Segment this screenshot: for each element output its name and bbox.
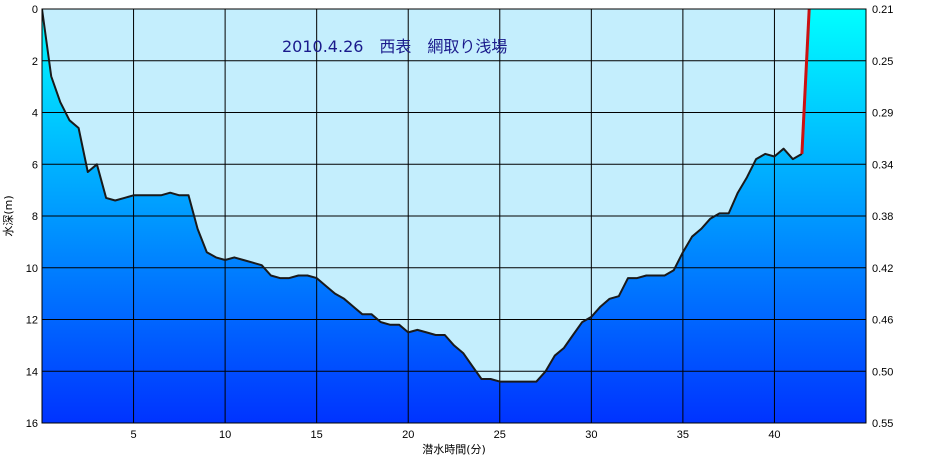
y-tick-label: 4 [32,108,38,120]
y-tick-label: 12 [26,315,38,327]
y-tick-label: 8 [32,211,38,223]
surface-area [42,9,810,382]
x-tick-label: 35 [677,429,689,441]
grid [42,9,866,423]
x-tick-label: 10 [219,429,231,441]
y2-tick-label: 0.38 [872,211,893,223]
x-tick-label: 30 [585,429,597,441]
y-tick-label: 6 [32,159,38,171]
x-tick-label: 15 [311,429,323,441]
x-tick-label: 5 [130,429,136,441]
x-tick-label: 40 [768,429,780,441]
ascent-line [800,9,811,154]
y2-tick-label: 0.34 [872,159,893,171]
y2-tick-label: 0.50 [872,366,893,378]
x-tick-label: 20 [402,429,414,441]
y2-tick-label: 0.25 [872,56,893,68]
y-tick-label: 14 [26,366,38,378]
y-tick-label: 16 [26,418,38,430]
y2-tick-label: 0.55 [872,418,893,430]
x-axis-label: 潜水時間(分) [422,442,486,456]
plot-frame [41,8,867,424]
y2-tick-label: 0.42 [872,263,893,275]
chart-title: 2010.4.26 西表 網取り浅場 [282,37,507,56]
y2-tick-label: 0.21 [872,4,893,16]
y2-tick-label: 0.29 [872,108,893,120]
depth-profile-line [42,9,803,383]
y-tick-label: 2 [32,56,38,68]
y-axis-label: 水深(m) [2,195,15,236]
y-tick-label: 0 [32,4,38,16]
y-tick-label: 10 [26,263,38,275]
y2-tick-label: 0.46 [872,315,893,327]
x-tick-label: 25 [494,429,506,441]
